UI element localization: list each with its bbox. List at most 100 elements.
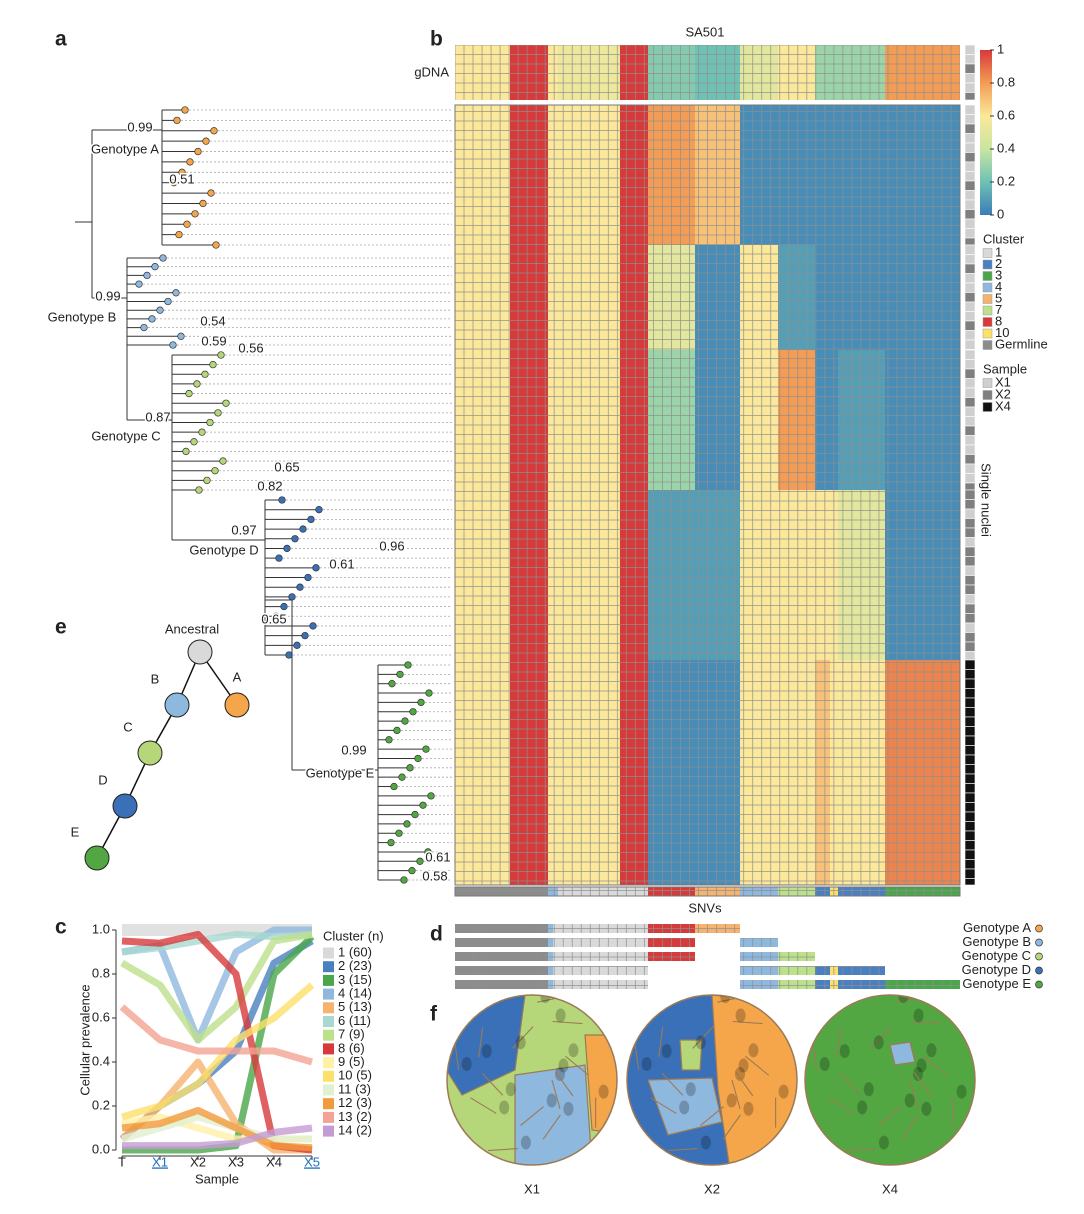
cell-edge xyxy=(551,1079,561,1110)
evolution-node xyxy=(137,740,163,766)
row-annotation xyxy=(964,773,976,784)
legend-label: 14 (2) xyxy=(338,1123,372,1138)
y-tick-label: 1.0 xyxy=(92,921,110,936)
support-value: 0.58 xyxy=(422,868,447,883)
section-label: X2 xyxy=(704,1181,720,1196)
leaf xyxy=(393,726,401,735)
legend-swatch xyxy=(982,317,993,327)
nucleus xyxy=(499,1100,510,1115)
genotype-legend-dot xyxy=(1035,952,1043,961)
row-annotation xyxy=(964,237,976,246)
heatmap-frame xyxy=(454,104,961,886)
legend-label: 7 (9) xyxy=(338,1027,365,1042)
leaf xyxy=(212,241,220,249)
colorbar-label: 1 xyxy=(997,41,1004,56)
y-tick-label: 0.4 xyxy=(92,1053,110,1068)
legend-swatch xyxy=(982,328,993,339)
row-annotation xyxy=(964,716,976,727)
row-annotation xyxy=(964,622,976,633)
row-label: gDNA xyxy=(414,64,449,79)
leaf xyxy=(209,360,217,369)
nucleus xyxy=(738,1058,749,1073)
nucleus xyxy=(819,1057,830,1072)
leaf xyxy=(385,736,393,744)
leaf xyxy=(408,867,416,875)
row-annotation xyxy=(964,802,976,813)
legend-label: 4 (14) xyxy=(338,986,372,1001)
nucleus xyxy=(685,1082,696,1097)
cell-edge xyxy=(828,1097,855,1114)
legend-label: 5 (13) xyxy=(338,999,372,1014)
leaf xyxy=(190,438,198,446)
row-annotation xyxy=(964,678,976,689)
row-annotation xyxy=(964,764,976,775)
evolution-node xyxy=(112,793,138,819)
tissue-outline xyxy=(804,994,976,1166)
cell-edge xyxy=(661,1072,684,1096)
row-annotation xyxy=(964,575,976,586)
row-annotation xyxy=(964,482,976,491)
row-annotation xyxy=(964,632,976,643)
nucleus xyxy=(481,1044,492,1059)
legend-label: 2 (23) xyxy=(338,958,372,973)
heatmap-grid xyxy=(455,105,960,885)
legend-label: 10 (5) xyxy=(338,1068,372,1083)
legend-label: 8 (6) xyxy=(338,1040,365,1055)
legend-label: 5 xyxy=(995,290,1002,305)
legend-swatch xyxy=(323,1125,334,1137)
nucleus xyxy=(926,1043,937,1058)
row-annotation xyxy=(964,594,976,605)
leaf xyxy=(198,428,206,436)
y-tick-label: 0.6 xyxy=(92,1009,110,1024)
row-annotation xyxy=(964,254,976,265)
row-annotation xyxy=(964,565,976,576)
tissue-outline xyxy=(446,994,618,1166)
row-annotation xyxy=(964,161,976,172)
row-annotation xyxy=(964,754,976,765)
series-line xyxy=(121,1106,313,1152)
nucleus xyxy=(921,1101,932,1116)
leaf xyxy=(291,535,299,543)
colorbar-label: 0.2 xyxy=(997,173,1015,188)
row-annotation xyxy=(964,651,976,661)
heatmap-grid xyxy=(455,45,960,100)
leaf xyxy=(207,189,215,197)
cell-edge xyxy=(658,1027,664,1058)
leaf xyxy=(417,698,425,707)
panel-letter: c xyxy=(55,916,67,939)
tissue-region xyxy=(514,1064,593,1165)
leaf xyxy=(210,127,218,135)
row-annotation xyxy=(964,311,976,322)
colorbar-label: 0.4 xyxy=(997,140,1015,155)
genotype-snv-grid xyxy=(838,966,885,975)
genotype-snv-grid xyxy=(815,966,830,975)
legend-label: X2 xyxy=(995,386,1011,401)
support-value: 0.65 xyxy=(261,611,286,626)
leaf xyxy=(414,754,422,763)
panel-letter: f xyxy=(430,1003,438,1026)
genotype-snv-grid xyxy=(648,952,695,961)
legend-swatch xyxy=(982,402,993,412)
leaf xyxy=(181,106,189,114)
legend-label: 7 xyxy=(995,302,1002,317)
legend-swatch xyxy=(323,1098,334,1110)
leaf xyxy=(395,829,403,837)
leaf xyxy=(401,717,409,725)
nucleus xyxy=(555,1008,566,1023)
genotype-legend-dot xyxy=(1035,924,1043,933)
cell-edge xyxy=(552,1020,583,1025)
genotype-legend-label: Genotype B xyxy=(962,934,1031,949)
support-value: 0.99 xyxy=(127,119,152,134)
support-value: 0.54 xyxy=(200,313,225,328)
leaf xyxy=(299,525,307,533)
row-annotation xyxy=(964,273,976,284)
support-value: 0.87 xyxy=(145,409,170,424)
row-annotation xyxy=(964,320,976,331)
row-annotation xyxy=(964,359,976,370)
nucleus xyxy=(726,1093,737,1108)
row-annotation xyxy=(964,688,976,699)
evolution-node xyxy=(164,692,190,718)
evolution-label: A xyxy=(233,669,242,684)
heatmap-title: SA501 xyxy=(685,24,724,39)
row-annotation xyxy=(964,463,976,474)
